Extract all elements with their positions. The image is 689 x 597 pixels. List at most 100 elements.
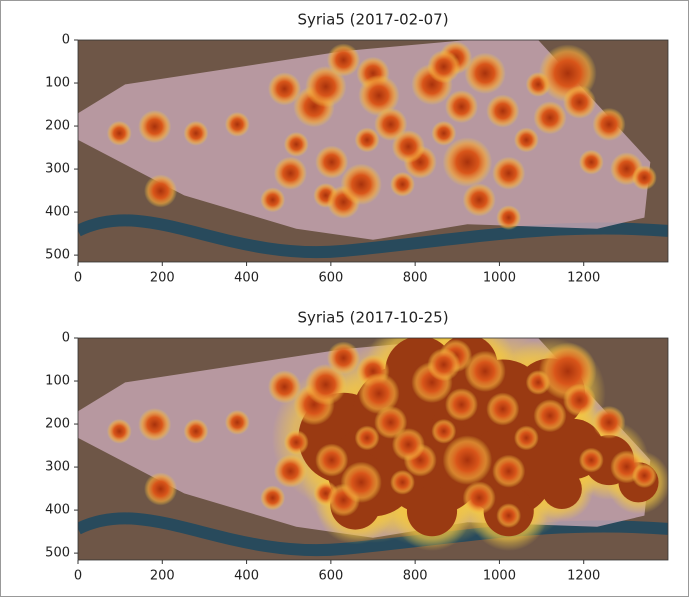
- heat-blob: [260, 187, 286, 213]
- heat-blob: [462, 481, 496, 515]
- heat-blob: [431, 120, 457, 146]
- heat-blob: [144, 472, 178, 506]
- x-tick-label: 800: [403, 271, 428, 286]
- heat-blob: [592, 405, 626, 439]
- y-tick-label: 500: [45, 248, 70, 263]
- heat-blob: [283, 429, 309, 455]
- heat-blob: [562, 383, 597, 417]
- heat-blob: [260, 485, 286, 511]
- x-tick-label: 400: [234, 271, 259, 286]
- heat-blob: [462, 183, 496, 217]
- heat-blob: [183, 120, 209, 146]
- heat-blob: [273, 156, 307, 190]
- heat-blob: [106, 418, 132, 444]
- heat-blob: [374, 405, 408, 439]
- heat-blob: [374, 107, 408, 141]
- heat-blob: [578, 447, 604, 473]
- heat-blob: [224, 111, 250, 137]
- x-tick-label: 600: [318, 271, 343, 286]
- heat-core: [541, 468, 582, 510]
- y-tick-label: 400: [45, 205, 70, 220]
- panel: Syria5 (2017-10-25)0 200 400 600 800 1000 1200…: [45, 309, 669, 584]
- heat-blob: [442, 435, 493, 485]
- heat-blob: [354, 425, 380, 451]
- heat-blob: [138, 408, 172, 442]
- heat-blob: [427, 50, 461, 84]
- heat-blob: [431, 418, 457, 444]
- heat-blob: [144, 174, 178, 208]
- heat-blob: [496, 503, 522, 528]
- y-tick-label: 300: [45, 460, 70, 475]
- heat-blob: [632, 463, 657, 489]
- satellite-image: [78, 338, 668, 560]
- heat-blob: [224, 409, 250, 435]
- x-tick-label: 1000: [483, 569, 516, 584]
- heat-blob: [632, 165, 657, 191]
- x-tick-label: 800: [403, 569, 428, 584]
- heat-blob: [391, 428, 425, 462]
- heat-blob: [358, 372, 400, 415]
- heat-blob: [138, 110, 172, 144]
- panel-title: Syria5 (2017-10-25): [297, 309, 448, 327]
- y-tick-label: 0: [62, 33, 70, 48]
- x-tick-label: 1200: [567, 271, 600, 286]
- heat-blob: [533, 101, 567, 135]
- x-tick-label: 0: [74, 271, 82, 286]
- y-tick-label: 0: [62, 331, 70, 346]
- heat-blob: [514, 425, 539, 451]
- heat-blob: [442, 137, 493, 187]
- x-tick-label: 1000: [483, 271, 516, 286]
- heat-blob: [283, 131, 309, 157]
- heat-blob: [326, 43, 361, 77]
- axes-frame: [77, 337, 669, 561]
- x-tick-label: 400: [234, 569, 259, 584]
- heat-blob: [390, 469, 415, 495]
- satellite-image: [78, 40, 668, 262]
- heat-blob: [340, 163, 382, 205]
- heat-blob: [273, 454, 307, 488]
- heat-blob: [486, 94, 520, 128]
- y-tick-label: 200: [45, 417, 70, 432]
- river: [78, 512, 668, 557]
- heat-blob: [444, 388, 479, 422]
- heat-blob: [496, 205, 522, 230]
- y-tick-label: 100: [45, 76, 70, 91]
- heat-blob: [533, 399, 567, 433]
- y-tick-label: 200: [45, 119, 70, 134]
- panel: Syria5 (2017-02-07)0 200 400 600 800 1000 1200…: [45, 11, 669, 286]
- heat-blob: [267, 370, 302, 404]
- heat-blob: [427, 348, 461, 382]
- heat-blob: [444, 90, 479, 124]
- heat-blob: [315, 443, 349, 477]
- heat-core: [406, 486, 458, 537]
- heat-blob: [305, 363, 347, 406]
- heat-blob: [562, 85, 597, 119]
- y-tick-label: 300: [45, 162, 70, 177]
- heat-blob: [492, 454, 526, 488]
- heat-blob: [486, 392, 520, 426]
- heat-blob: [106, 120, 132, 146]
- x-tick-label: 200: [150, 569, 175, 584]
- heat-blob: [578, 149, 604, 175]
- heat-blob: [390, 171, 415, 197]
- x-tick-label: 200: [150, 271, 175, 286]
- y-tick-label: 500: [45, 546, 70, 561]
- heat-blob: [326, 341, 361, 375]
- heat-blob: [464, 350, 506, 392]
- y-tick-label: 100: [45, 374, 70, 389]
- heat-blob: [358, 74, 400, 117]
- heat-blob: [183, 418, 209, 444]
- heat-blob: [514, 127, 539, 153]
- heat-blob: [267, 72, 302, 106]
- heat-blob: [305, 65, 347, 108]
- heat-blob: [315, 145, 349, 179]
- x-tick-label: 600: [318, 569, 343, 584]
- x-tick-label: 0: [74, 569, 82, 584]
- axes-frame: [77, 39, 669, 263]
- panel-title: Syria5 (2017-02-07): [297, 11, 448, 29]
- x-tick-label: 1200: [567, 569, 600, 584]
- y-tick-label: 400: [45, 503, 70, 518]
- heat-blob: [492, 156, 526, 190]
- heat-blob: [340, 461, 382, 503]
